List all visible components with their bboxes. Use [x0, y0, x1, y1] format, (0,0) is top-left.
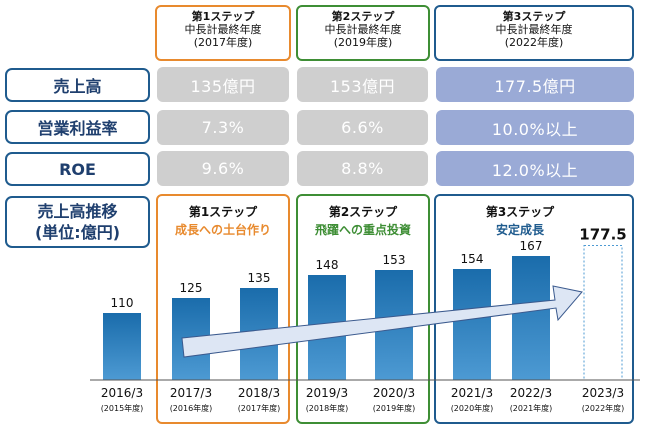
step3-header: 第3ステップ 中長計最終年度 (2022年度)	[434, 5, 634, 61]
step3-header-line3: (2022年度)	[504, 36, 564, 49]
step3-chart-frame	[434, 194, 634, 424]
bar-value-label: 110	[111, 296, 134, 310]
step1-header: 第1ステップ 中長計最終年度 (2017年度)	[155, 5, 291, 61]
row-label-sales: 売上高	[5, 68, 150, 102]
step3-header-line2: 中長計最終年度	[495, 23, 573, 36]
bar	[512, 256, 550, 380]
x-tick-label: 2016/3	[100, 386, 144, 400]
step2-chart-subtitle: 飛躍への重点投資	[314, 223, 411, 237]
x-tick-sublabel: (2015年度)	[100, 404, 144, 413]
bar-value-label: 135	[248, 271, 271, 285]
cell-margin-step2: 6.6%	[297, 110, 428, 145]
bar-value-label: 167	[520, 239, 543, 253]
bar-value-label: 177.5	[579, 226, 626, 244]
step1-chart-subtitle: 成長への土台作り	[174, 223, 271, 237]
cell-roe-step2: 8.8%	[297, 151, 428, 186]
bar-target	[583, 245, 623, 381]
step1-header-line2: 中長計最終年度	[184, 23, 262, 36]
bar-value-label: 125	[180, 281, 203, 295]
step2-header-line2: 中長計最終年度	[324, 23, 402, 36]
step3-chart-subtitle: 安定成長	[495, 223, 544, 237]
step2-chart-title: 第2ステップ	[328, 205, 398, 219]
x-tick-sublabel: (2018年度)	[305, 404, 349, 413]
x-tick-label: 2017/3	[169, 386, 213, 400]
cell-margin-step3: 10.0%以上	[436, 110, 634, 145]
x-tick-label: 2020/3	[372, 386, 416, 400]
x-tick-sublabel: (2016年度)	[169, 404, 213, 413]
cell-sales-step3: 177.5億円	[436, 67, 634, 102]
row-label-roe: ROE	[5, 152, 150, 186]
bar-value-label: 148	[316, 258, 339, 272]
bar-value-label: 153	[383, 253, 406, 267]
chart-label-box: 売上高推移 (単位:億円)	[5, 196, 150, 248]
step2-header-title: 第2ステップ	[331, 10, 395, 23]
step1-header-title: 第1ステップ	[191, 10, 255, 23]
step1-chart-title: 第1ステップ	[188, 205, 258, 219]
x-tick-label: 2018/3	[237, 386, 281, 400]
chart-label-line1: 売上高推移	[37, 202, 118, 221]
growth-arrow	[181, 285, 583, 358]
chart-label-line2: (単位:億円)	[34, 223, 121, 242]
cell-roe-step3: 12.0%以上	[436, 151, 634, 186]
step2-header: 第2ステップ 中長計最終年度 (2019年度)	[296, 5, 430, 61]
step2-header-line3: (2019年度)	[333, 36, 393, 49]
step1-header-line3: (2017年度)	[193, 36, 253, 49]
row-label-operating-margin: 営業利益率	[5, 110, 150, 144]
x-tick-label: 2022/3	[509, 386, 553, 400]
x-tick-sublabel: (2020年度)	[450, 404, 494, 413]
x-tick-label: 2021/3	[450, 386, 494, 400]
x-tick-sublabel: (2022年度)	[581, 404, 625, 413]
step2-chart-frame	[296, 194, 430, 424]
x-tick-label: 2023/3	[581, 386, 625, 400]
step3-chart-title: 第3ステップ	[485, 205, 555, 219]
bar-value-label: 154	[461, 252, 484, 266]
x-tick-label: 2019/3	[305, 386, 349, 400]
cell-roe-step1: 9.6%	[157, 151, 289, 186]
cell-sales-step1: 135億円	[157, 67, 289, 102]
bar	[103, 313, 141, 380]
cell-margin-step1: 7.3%	[157, 110, 289, 145]
x-tick-sublabel: (2019年度)	[372, 404, 416, 413]
step3-header-title: 第3ステップ	[502, 10, 566, 23]
x-tick-sublabel: (2021年度)	[509, 404, 553, 413]
step1-chart-frame	[156, 194, 290, 424]
cell-sales-step2: 153億円	[297, 67, 428, 102]
bar	[453, 269, 491, 380]
x-tick-sublabel: (2017年度)	[237, 404, 281, 413]
